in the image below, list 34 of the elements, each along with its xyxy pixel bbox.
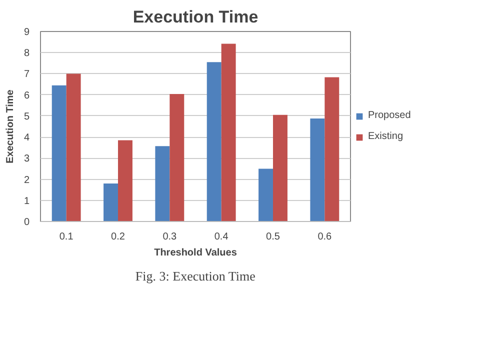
bar	[170, 94, 184, 222]
y-tick-label: 8	[24, 48, 30, 60]
bar	[206, 62, 222, 222]
y-tick-label: 5	[24, 111, 30, 122]
bar	[221, 44, 236, 222]
legend-label: Proposed	[368, 110, 411, 121]
legend-label: Existing	[368, 131, 404, 142]
y-tick-label: 3	[24, 154, 30, 165]
y-axis-title: Execution Time	[4, 89, 16, 164]
y-tick-label: 0	[24, 217, 30, 228]
bar	[310, 118, 325, 222]
x-axis-title: Threshold Values	[154, 248, 238, 258]
x-tick-label: 0.6	[318, 232, 332, 242]
x-tick-label: 0.3	[162, 232, 178, 242]
bar	[52, 85, 66, 222]
x-tick-label: 0.5	[266, 232, 280, 242]
x-tick-label: 0.2	[111, 232, 126, 242]
x-tick-label: 0.1	[59, 232, 74, 242]
y-tick-label: 6	[24, 90, 30, 102]
y-tick-label: 9	[24, 27, 30, 38]
bar	[258, 168, 273, 222]
y-tick-label: 7	[24, 69, 30, 80]
bar	[324, 77, 340, 222]
bar	[66, 74, 81, 222]
bar	[104, 184, 118, 222]
chart-title: Execution Time	[132, 8, 258, 26]
x-tick-label: 0.4	[214, 232, 229, 242]
y-tick-label: 2	[24, 174, 30, 186]
bar	[155, 146, 170, 222]
bar	[118, 140, 132, 222]
y-tick-label: 1	[24, 196, 30, 207]
y-tick-label: 4	[24, 132, 30, 144]
caption: Fig. 3: Execution Time	[135, 268, 256, 284]
bar	[273, 114, 288, 222]
